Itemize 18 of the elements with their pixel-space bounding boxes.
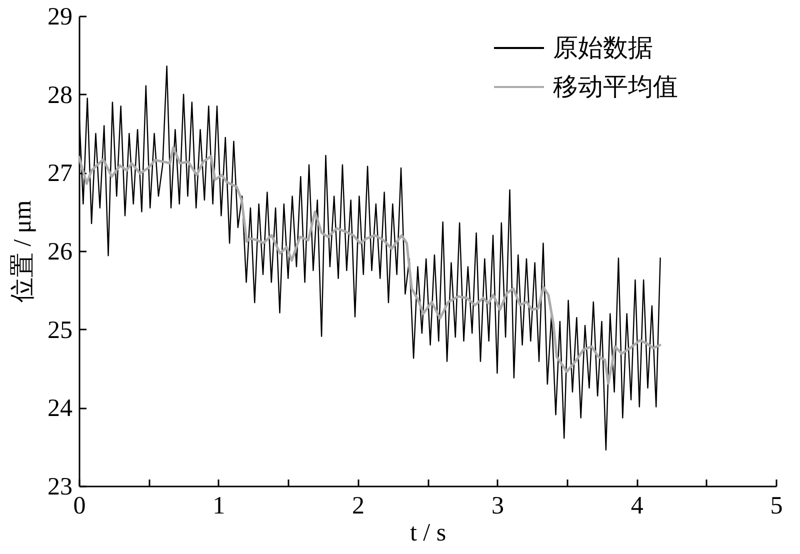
y-tick-label: 27 xyxy=(48,160,72,188)
x-axis-title: t / s xyxy=(410,520,446,546)
x-tick-label: 3 xyxy=(491,492,504,520)
legend-label: 移动平均值 xyxy=(553,74,678,101)
y-tick-label: 23 xyxy=(48,474,72,500)
legend-label: 原始数据 xyxy=(553,35,653,62)
x-tick-label: 0 xyxy=(73,492,86,520)
x-tick-label: 4 xyxy=(630,492,644,520)
y-tick-label: 29 xyxy=(48,4,72,30)
x-tick-label: 1 xyxy=(212,492,226,520)
line-series xyxy=(79,146,662,385)
y-tick-label: 26 xyxy=(48,238,72,266)
x-tick-label: 2 xyxy=(352,492,365,520)
y-tick-label: 25 xyxy=(48,316,72,344)
y-axis-title: 位置 / μm xyxy=(10,200,36,303)
y-tick-label: 28 xyxy=(48,82,72,109)
x-tick-label: 5 xyxy=(770,492,783,520)
y-tick-label: 24 xyxy=(48,395,73,422)
